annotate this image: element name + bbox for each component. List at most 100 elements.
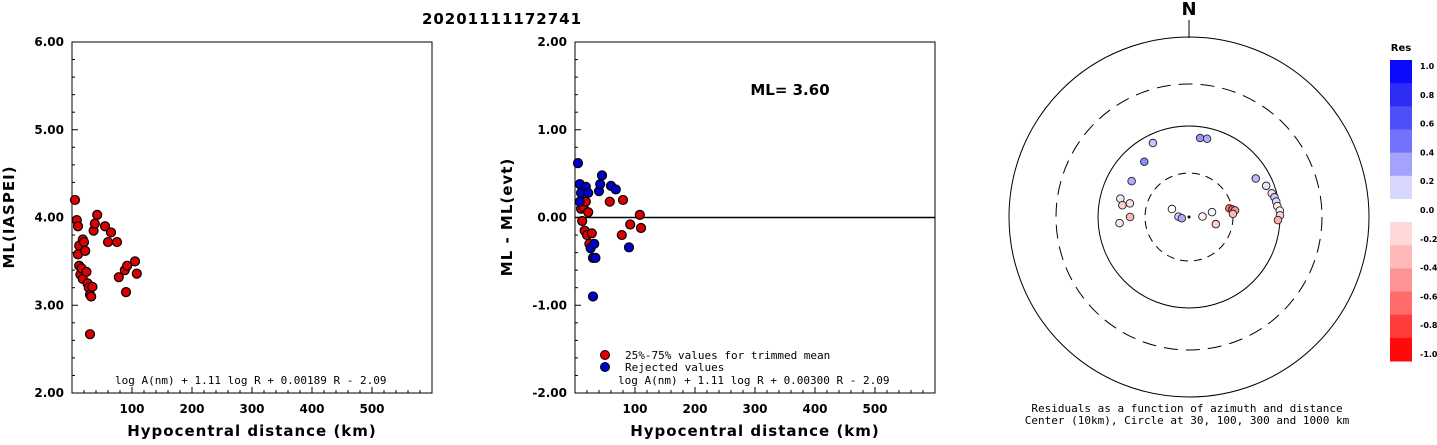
data-point (574, 196, 585, 207)
data-point (120, 286, 132, 298)
colorbar-tick-label: 0.0 (1420, 206, 1435, 215)
data-point (577, 215, 588, 227)
colorbar-title: Res (1391, 43, 1411, 54)
plot-frame (71, 41, 433, 394)
data-point (583, 187, 594, 199)
data-point (87, 281, 98, 292)
colorbar: Res 1.0 0.8 0.6 0.4 0.2 0.0 -0.2 -0.4 -0.6 -0.8 -1… (1390, 43, 1437, 362)
colorbar-swatch (1390, 152, 1412, 177)
ring-1000km (1008, 36, 1370, 398)
data-point (86, 291, 97, 302)
colorbar-swatch (1390, 291, 1412, 316)
data-point (99, 221, 111, 232)
colorbar-tick-label: -0.8 (1420, 321, 1437, 330)
data-point (81, 266, 92, 278)
y-tick-label: 0.00 (537, 211, 567, 225)
colorbar-swatch (1390, 60, 1412, 84)
colorbar-tick-label: 0.8 (1420, 91, 1435, 100)
data-point (122, 260, 133, 271)
y-axis-label: ML - ML(evt) (498, 158, 516, 276)
data-point (635, 222, 647, 234)
station-point (1261, 181, 1271, 191)
ring-300km (1055, 83, 1323, 351)
colorbar-swatch (1390, 106, 1412, 130)
colorbar-swatch (1390, 337, 1412, 362)
data-point (69, 194, 81, 206)
data-point (610, 184, 621, 195)
station-point (1211, 219, 1221, 229)
axis-ticks: 6.00 5.00 4.00 3.00 2.00 100 200 300 400 500 (34, 35, 421, 416)
data-point (105, 227, 117, 238)
station-point (1125, 212, 1135, 222)
chart-ml-residual: 2.00 1.00 0.00 -1.00 -2.00 100 200 300 400 500 ML… (498, 35, 936, 440)
ml-annotation: ML= 3.60 (750, 81, 829, 99)
y-tick-label: 4.00 (34, 211, 64, 225)
y-tick-label: 6.00 (34, 35, 64, 49)
y-tick-label: 1.00 (537, 123, 567, 137)
colorbar-ticks: 1.0 0.8 0.6 0.4 0.2 0.0 -0.2 -0.4 -0.6 -0.8 -1.0 (1420, 62, 1437, 359)
colorbar-tick-label: 0.6 (1420, 120, 1435, 129)
data-point (616, 229, 627, 241)
caption-line-1: Residuals as a function of azimuth and d… (1031, 402, 1342, 415)
x-tick-label: 500 (862, 402, 887, 416)
x-tick-label: 400 (802, 402, 827, 416)
data-point (595, 179, 606, 190)
x-tick-label: 500 (359, 402, 384, 416)
colorbar-swatch (1390, 83, 1412, 107)
y-axis-label: ML(IASPEI) (0, 165, 18, 268)
station-point (1118, 201, 1127, 210)
x-axis-label: Hypocentral distance (km) (630, 422, 880, 440)
chart-ml-iaspei: 6.00 5.00 4.00 3.00 2.00 100 200 300 400 500 log … (0, 35, 433, 440)
data-point (625, 219, 636, 230)
north-label: N (1181, 0, 1196, 20)
colorbar-tick-label: -0.4 (1420, 264, 1437, 273)
station-point (1125, 199, 1135, 208)
data-point (80, 245, 91, 256)
legend-marker-trimmed (600, 350, 610, 360)
station-points (1115, 133, 1285, 229)
station-point (1167, 204, 1177, 214)
colorbar-swatch (1390, 245, 1412, 269)
data-point (589, 238, 600, 249)
data-point (129, 256, 141, 267)
y-tick-label: 2.00 (34, 386, 64, 400)
x-tick-label: 300 (239, 402, 264, 416)
data-point (72, 221, 84, 232)
x-tick-label: 400 (299, 402, 324, 416)
data-point (572, 157, 584, 169)
formula-text: log A(nm) + 1.11 log R + 0.00189 R - 2.0… (115, 374, 387, 387)
data-point (634, 209, 645, 220)
data-point (111, 236, 123, 248)
data-point (84, 329, 96, 340)
colorbar-swatch (1390, 222, 1412, 246)
data-point (590, 252, 601, 263)
station-point (1228, 209, 1238, 219)
event-center-marker (1187, 215, 1191, 219)
x-tick-label: 100 (622, 402, 647, 416)
data-points (69, 194, 142, 340)
data-point (586, 228, 597, 239)
station-point (1251, 174, 1260, 183)
data-point (604, 196, 615, 207)
figure-title: 20201111172741 (422, 10, 582, 28)
colorbar-tick-label: 1.0 (1420, 62, 1435, 71)
data-point (92, 209, 103, 220)
data-point (89, 218, 100, 229)
colorbar-tick-label: -1.0 (1420, 350, 1437, 359)
station-point (1148, 138, 1158, 148)
y-tick-label: -2.00 (532, 386, 567, 400)
data-point (583, 207, 594, 218)
data-point (617, 194, 629, 206)
data-point (131, 268, 142, 279)
station-point (1115, 218, 1124, 228)
data-point (596, 170, 608, 181)
x-tick-label: 200 (682, 402, 707, 416)
colorbar-swatch (1390, 268, 1412, 293)
station-point (1207, 207, 1217, 217)
colorbar-swatches (1390, 60, 1412, 362)
caption-line-2: Center (10km), Circle at 30, 100, 300 an… (1025, 414, 1350, 427)
colorbar-tick-label: -0.2 (1420, 235, 1437, 244)
station-point (1127, 176, 1136, 186)
station-point (1273, 215, 1283, 225)
